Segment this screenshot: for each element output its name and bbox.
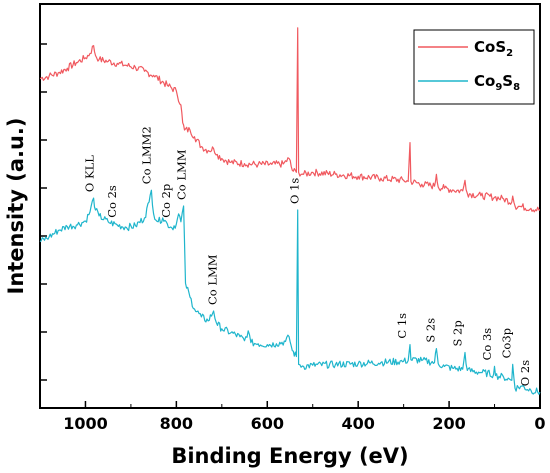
peak-label: C 1s <box>395 313 409 339</box>
plot-frame <box>39 3 541 409</box>
peak-label: Co LMM2 <box>140 126 154 184</box>
peak-label: Co LMM <box>175 149 189 200</box>
x-tick-label: 800 <box>160 414 193 433</box>
legend: CoS2 Co9S8 <box>413 29 535 105</box>
x-tick-label: 0 <box>534 414 545 433</box>
legend-label-cos2: CoS2 <box>474 38 513 59</box>
legend-label-co9s8-sub1: 9 <box>495 82 502 93</box>
peak-label: S 2s <box>423 318 437 343</box>
peak-label: O 2s <box>518 360 532 386</box>
y-axis-ticks <box>40 43 47 381</box>
legend-label-cos2-base: CoS <box>474 38 506 56</box>
peak-label: Co 2s <box>105 185 119 218</box>
x-axis-ticks: 1000 800 600 400 200 0 <box>39 401 546 433</box>
legend-label-cos2-sub: 2 <box>506 48 513 59</box>
x-tick-label: 400 <box>341 414 374 433</box>
peak-label: Co 3s <box>480 328 494 361</box>
legend-label-co9s8-base2: S <box>502 72 513 90</box>
x-tick-label: 600 <box>251 414 284 433</box>
x-axis-title: Binding Energy (eV) <box>171 444 408 468</box>
peak-label: O KLL <box>83 155 97 192</box>
peak-label: Co3p <box>499 328 513 358</box>
y-axis-title: Intensity (a.u.) <box>4 117 28 294</box>
legend-box <box>413 29 535 105</box>
series-line-cos2 <box>39 27 540 213</box>
legend-label-co9s8-base1: Co <box>474 72 495 90</box>
peak-label: Co 2p <box>159 184 173 218</box>
series-layer <box>39 27 541 395</box>
peak-label: O 1s <box>288 178 302 204</box>
legend-label-co9s8-sub2: 8 <box>513 82 520 93</box>
peak-label: Co LMM <box>206 254 220 305</box>
peak-label: S 2p <box>451 320 465 346</box>
x-tick-label: 200 <box>432 414 465 433</box>
series-line-co9s8 <box>39 189 541 395</box>
legend-label-co9s8: Co9S8 <box>474 72 520 93</box>
x-tick-label: 1000 <box>63 414 108 433</box>
